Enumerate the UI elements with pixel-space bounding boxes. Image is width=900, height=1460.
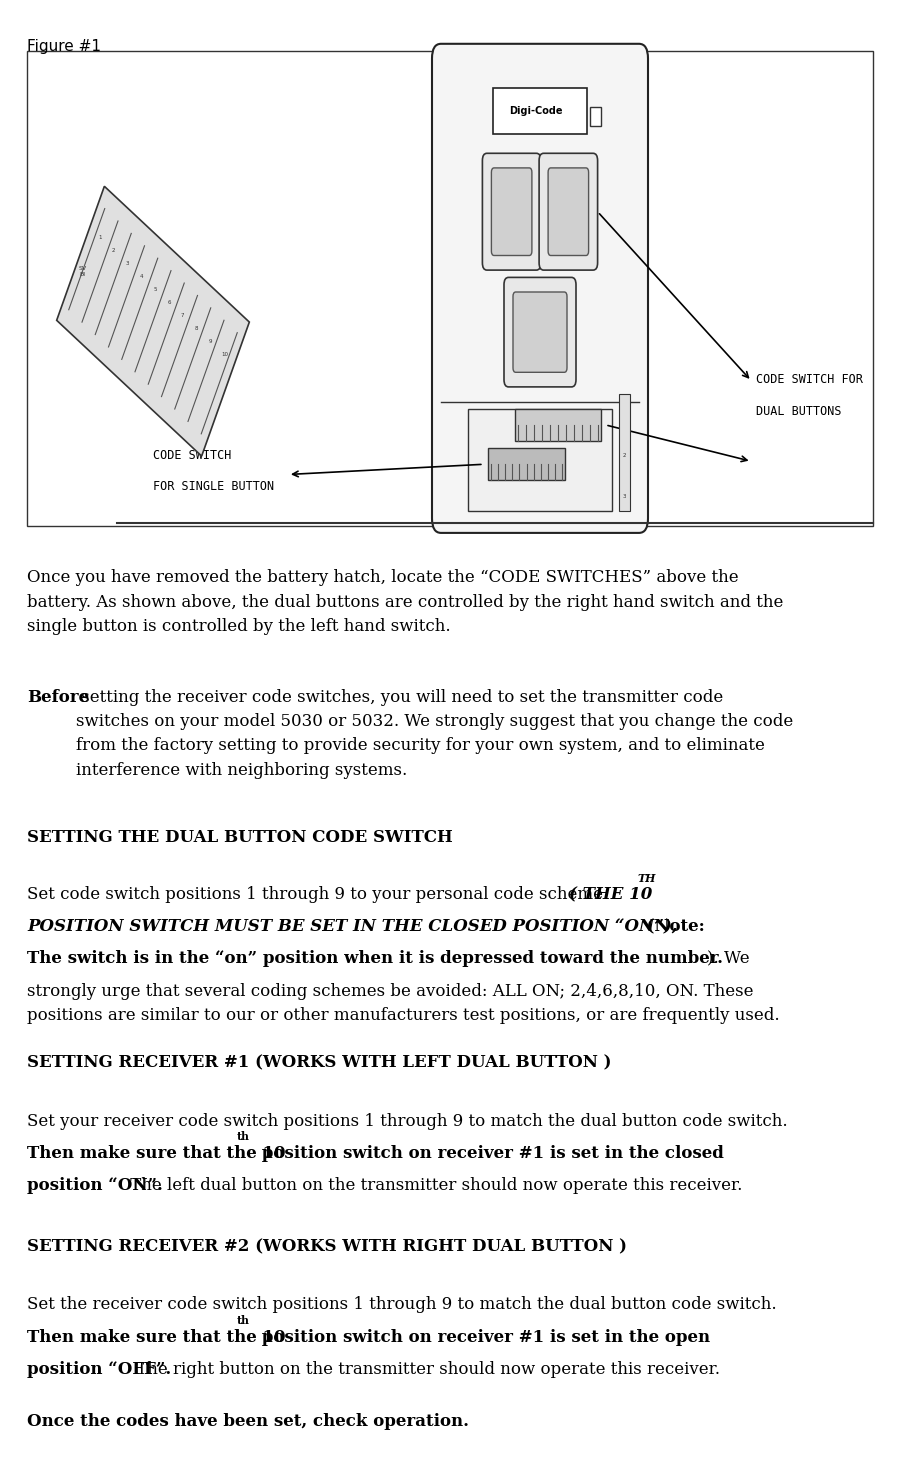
Text: The switch is in the “on” position when it is depressed toward the number.: The switch is in the “on” position when … [27, 950, 723, 968]
Text: POSITION SWITCH MUST BE SET IN THE CLOSED POSITION “ON”),: POSITION SWITCH MUST BE SET IN THE CLOSE… [27, 918, 678, 936]
Text: The right button on the transmitter should now operate this receiver.: The right button on the transmitter shou… [131, 1361, 720, 1378]
Text: Once you have removed the battery hatch, locate the “CODE SWITCHES” above the
ba: Once you have removed the battery hatch,… [27, 569, 783, 635]
Text: 4: 4 [140, 274, 143, 279]
Text: ( THE 10: ( THE 10 [569, 886, 652, 904]
Text: strongly urge that several coding schemes be avoided: ALL ON; 2,4,6,8,10, ON. Th: strongly urge that several coding scheme… [27, 983, 779, 1023]
Bar [515, 409, 601, 441]
FancyBboxPatch shape [513, 292, 567, 372]
Text: Once the codes have been set, check operation.: Once the codes have been set, check oper… [27, 1413, 469, 1431]
Bar [468, 409, 612, 511]
FancyBboxPatch shape [539, 153, 598, 270]
Text: 9: 9 [209, 339, 212, 345]
Text: setting the receiver code switches, you will need to set the transmitter code
sw: setting the receiver code switches, you … [76, 689, 794, 778]
Text: Set your receiver code switch positions 1 through 9 to match the dual button cod: Set your receiver code switch positions … [27, 1113, 788, 1130]
FancyBboxPatch shape [432, 44, 648, 533]
Text: FOR SINGLE BUTTON: FOR SINGLE BUTTON [153, 480, 274, 492]
Text: position switch on receiver #1 is set in the closed: position switch on receiver #1 is set in… [256, 1145, 724, 1162]
Bar [619, 394, 630, 511]
Text: 5: 5 [153, 288, 157, 292]
FancyBboxPatch shape [57, 187, 249, 456]
Text: TH: TH [637, 873, 655, 885]
Text: 2: 2 [623, 453, 626, 458]
FancyBboxPatch shape [482, 153, 541, 270]
Text: DUAL BUTTONS: DUAL BUTTONS [756, 406, 842, 418]
Text: Digi-Code: Digi-Code [508, 107, 562, 115]
Text: CODE SWITCH: CODE SWITCH [153, 450, 231, 461]
Text: SETTING RECEIVER #1 (WORKS WITH LEFT DUAL BUTTON ): SETTING RECEIVER #1 (WORKS WITH LEFT DUA… [27, 1054, 611, 1072]
Text: SETTING THE DUAL BUTTON CODE SWITCH: SETTING THE DUAL BUTTON CODE SWITCH [27, 829, 453, 847]
Text: CODE SWITCH FOR: CODE SWITCH FOR [756, 374, 863, 385]
Text: 2: 2 [112, 248, 115, 253]
Text: Set the receiver code switch positions 1 through 9 to match the dual button code: Set the receiver code switch positions 1… [27, 1296, 777, 1314]
Text: Set code switch positions 1 through 9 to your personal code scheme: Set code switch positions 1 through 9 to… [27, 886, 608, 904]
Text: The left dual button on the transmitter should now operate this receiver.: The left dual button on the transmitter … [125, 1177, 742, 1194]
Text: Then make sure that the 10: Then make sure that the 10 [27, 1329, 285, 1346]
Text: 1: 1 [98, 235, 102, 239]
Text: position “OFF”.: position “OFF”. [27, 1361, 171, 1378]
Text: Then make sure that the 10: Then make sure that the 10 [27, 1145, 285, 1162]
Bar [488, 448, 565, 480]
Text: ). We: ). We [707, 950, 750, 968]
Text: SETTING RECEIVER #2 (WORKS WITH RIGHT DUAL BUTTON ): SETTING RECEIVER #2 (WORKS WITH RIGHT DU… [27, 1238, 627, 1256]
Text: Figure #1: Figure #1 [27, 39, 101, 54]
Text: 7: 7 [181, 312, 184, 318]
FancyBboxPatch shape [504, 277, 576, 387]
Text: 6: 6 [167, 299, 171, 305]
Text: position “ON”.: position “ON”. [27, 1177, 163, 1194]
Text: 3: 3 [126, 261, 129, 266]
Text: th: th [237, 1132, 249, 1143]
Text: 3: 3 [623, 493, 626, 499]
FancyBboxPatch shape [491, 168, 532, 256]
Text: Before: Before [27, 689, 89, 707]
FancyBboxPatch shape [548, 168, 589, 256]
Text: (Note:: (Note: [634, 918, 705, 936]
Text: position switch on receiver #1 is set in the open: position switch on receiver #1 is set in… [256, 1329, 711, 1346]
Bar [590, 107, 601, 126]
Text: SV
BI: SV BI [78, 266, 86, 277]
Text: 8: 8 [195, 326, 198, 331]
Text: th: th [237, 1315, 249, 1327]
Text: 10: 10 [220, 352, 228, 356]
FancyBboxPatch shape [493, 88, 587, 134]
